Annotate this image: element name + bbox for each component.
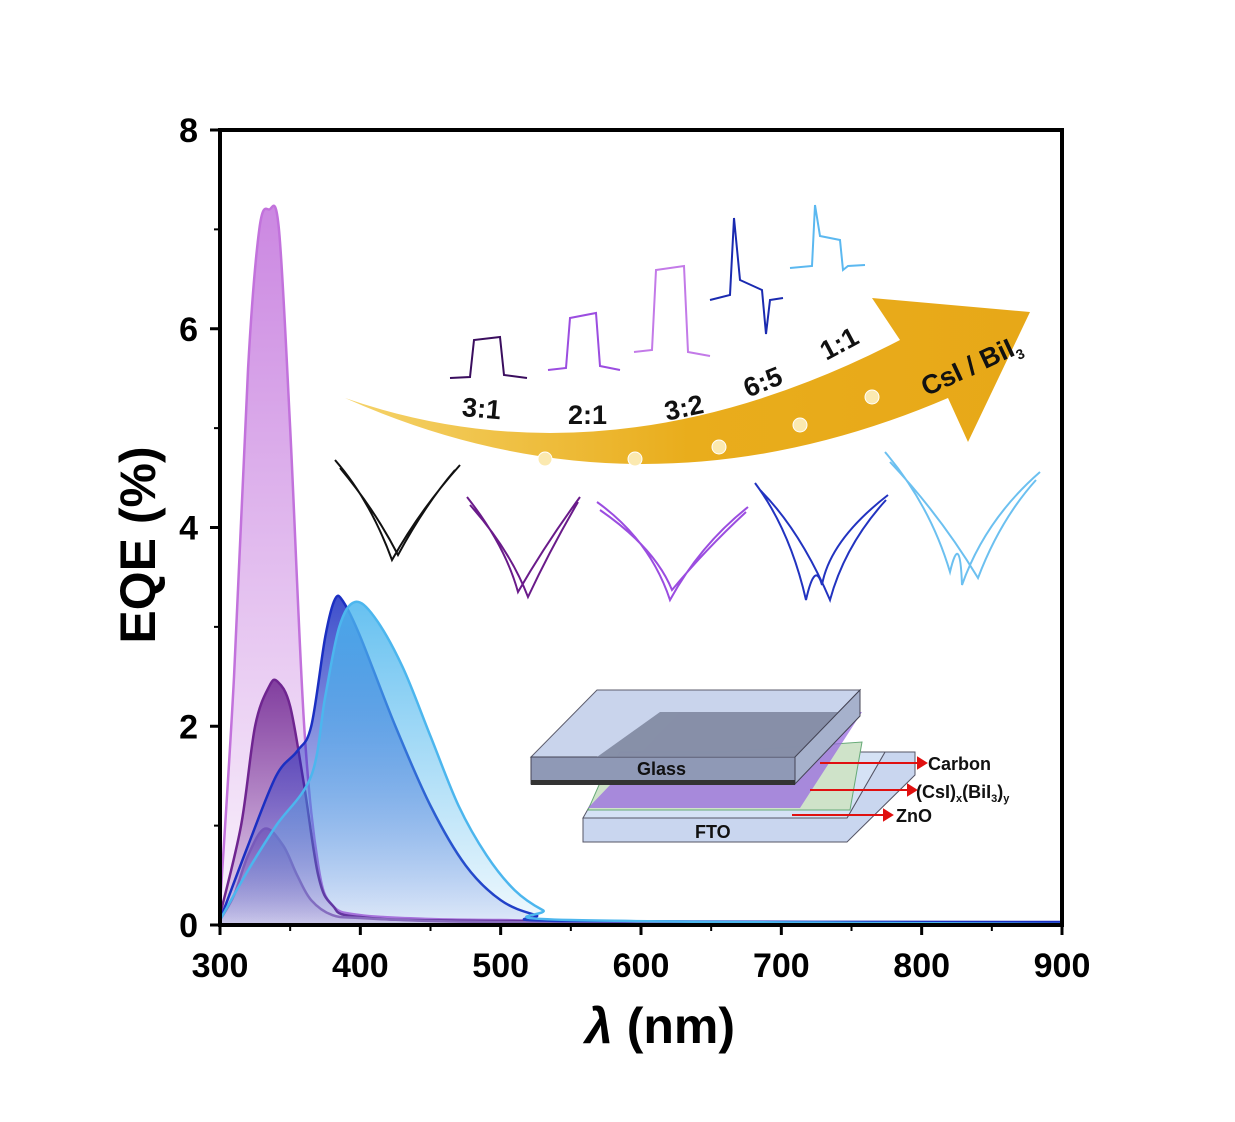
layer-carbon: Carbon xyxy=(928,754,991,774)
ratio-label-2-1: 2:1 xyxy=(568,400,607,430)
transient-curve-3-2 xyxy=(633,264,711,357)
layer-zno: ZnO xyxy=(896,806,932,826)
iv-curve-6-5 xyxy=(754,482,889,604)
y-tick-label: 6 xyxy=(179,311,198,349)
x-tick-label: 700 xyxy=(753,947,810,985)
x-tick-label: 900 xyxy=(1034,947,1091,985)
composition-arrow xyxy=(345,298,1030,464)
arrow-dot xyxy=(864,389,880,405)
series-area-1-1 xyxy=(221,601,1062,925)
x-axis-label: λ (nm) xyxy=(582,998,735,1054)
x-tick-label: 600 xyxy=(613,947,670,985)
y-tick-label: 8 xyxy=(179,112,198,150)
arrow-dot xyxy=(792,417,808,433)
x-tick-label: 300 xyxy=(192,947,249,985)
y-tick-label: 2 xyxy=(179,708,198,746)
iv-curve-2-1 xyxy=(466,496,581,600)
transient-curve-6-5 xyxy=(709,217,784,335)
arrow-dot xyxy=(627,451,643,467)
layer-glass: Glass xyxy=(637,759,686,779)
layer-absorber: (CsI)x(BiI3)y xyxy=(916,782,1010,805)
ratio-label-3-1: 3:1 xyxy=(461,392,502,425)
y-axis-label: EQE (%) xyxy=(110,446,166,643)
x-tick-label: 400 xyxy=(332,947,389,985)
layer-fto: FTO xyxy=(695,822,731,842)
arrow-dot xyxy=(711,439,727,455)
arrow-dot xyxy=(537,451,553,467)
x-tick-label: 800 xyxy=(893,947,950,985)
device-schematic: Glass FTO Carbon (CsI)x(BiI3)y ZnO xyxy=(529,688,1010,843)
iv-curve-3-2 xyxy=(596,501,749,603)
x-tick-label: 500 xyxy=(472,947,529,985)
y-tick-label: 4 xyxy=(179,510,198,548)
transient-curve-2-1 xyxy=(547,311,621,371)
ratio-label-1-1: 1:1 xyxy=(815,321,864,366)
series-line-1-1 xyxy=(221,600,1062,925)
y-tick-label: 0 xyxy=(179,907,198,945)
transient-curve-1-1 xyxy=(789,204,866,272)
transient-curve-3-1 xyxy=(449,335,528,379)
iv-curve-3-1 xyxy=(334,459,461,563)
arrow-dots xyxy=(537,389,880,467)
iv-curve-1-1 xyxy=(884,451,1041,586)
